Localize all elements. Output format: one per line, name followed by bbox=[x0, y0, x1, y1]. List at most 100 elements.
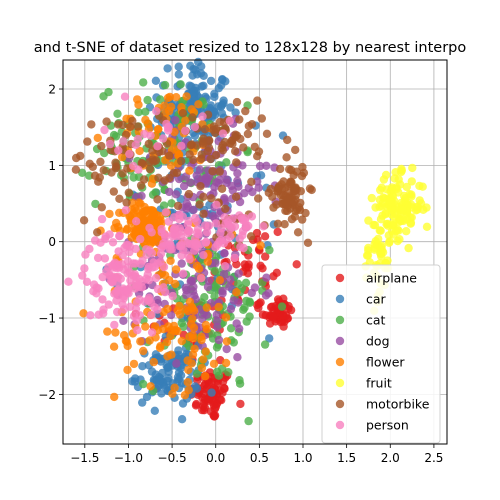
point-flower bbox=[167, 350, 176, 359]
point-motorbike bbox=[281, 197, 291, 206]
point-motorbike bbox=[186, 141, 196, 150]
point-person bbox=[159, 262, 169, 272]
point-fruit bbox=[382, 220, 391, 229]
point-car bbox=[206, 76, 216, 86]
point-flower bbox=[131, 227, 140, 236]
x-tick-label: −0.5 bbox=[158, 451, 187, 465]
point-car bbox=[138, 398, 147, 407]
point-person bbox=[144, 275, 154, 285]
point-dog bbox=[211, 258, 220, 268]
point-person bbox=[227, 223, 236, 232]
point-airplane bbox=[236, 399, 245, 409]
point-person bbox=[129, 311, 139, 321]
point-motorbike bbox=[72, 153, 81, 163]
point-motorbike bbox=[285, 165, 294, 174]
point-motorbike bbox=[144, 139, 153, 149]
point-person bbox=[125, 149, 134, 159]
y-tick-label: −1 bbox=[38, 312, 56, 326]
legend-label-fruit: fruit bbox=[366, 376, 392, 391]
point-flower bbox=[189, 306, 199, 315]
point-airplane bbox=[261, 252, 270, 261]
point-flower bbox=[122, 337, 131, 346]
point-cat bbox=[176, 80, 185, 89]
point-fruit bbox=[398, 205, 407, 214]
point-person bbox=[114, 247, 123, 256]
point-motorbike bbox=[283, 206, 292, 216]
point-dog bbox=[119, 316, 128, 325]
point-car bbox=[189, 64, 198, 74]
point-motorbike bbox=[97, 203, 107, 212]
point-person bbox=[194, 230, 203, 239]
point-fruit bbox=[379, 175, 389, 184]
point-cat bbox=[85, 171, 94, 180]
point-cat bbox=[222, 158, 231, 167]
point-flower bbox=[166, 161, 176, 170]
point-car bbox=[174, 375, 183, 384]
point-fruit bbox=[397, 164, 406, 174]
point-car bbox=[216, 102, 226, 111]
point-airplane bbox=[276, 317, 285, 327]
point-motorbike bbox=[215, 167, 224, 176]
point-motorbike bbox=[253, 152, 262, 161]
x-tick-label: 0.5 bbox=[250, 451, 269, 465]
point-motorbike bbox=[102, 117, 111, 126]
point-motorbike bbox=[71, 165, 81, 174]
point-cat bbox=[210, 292, 219, 301]
point-dog bbox=[255, 161, 265, 171]
point-cat bbox=[226, 324, 236, 333]
point-person bbox=[104, 300, 114, 309]
point-flower bbox=[182, 92, 191, 101]
point-cat bbox=[244, 416, 253, 426]
point-fruit bbox=[407, 190, 416, 199]
point-airplane bbox=[266, 311, 275, 320]
point-person bbox=[177, 141, 186, 151]
point-fruit bbox=[395, 235, 404, 244]
x-tick-label: −1.5 bbox=[70, 451, 99, 465]
point-dog bbox=[186, 276, 196, 285]
point-person bbox=[113, 307, 122, 317]
point-motorbike bbox=[209, 122, 218, 131]
point-cat bbox=[235, 376, 244, 385]
point-person bbox=[125, 247, 134, 257]
point-person bbox=[168, 291, 177, 301]
point-dog bbox=[264, 289, 273, 298]
point-cat bbox=[143, 95, 152, 105]
legend-marker-fruit bbox=[335, 378, 345, 388]
point-airplane bbox=[286, 305, 296, 315]
point-person bbox=[82, 277, 92, 286]
point-motorbike bbox=[247, 177, 256, 186]
point-car bbox=[194, 57, 203, 67]
point-flower bbox=[185, 297, 195, 306]
point-motorbike bbox=[241, 106, 250, 116]
point-person bbox=[247, 212, 257, 221]
point-fruit bbox=[377, 202, 387, 211]
point-person bbox=[150, 262, 159, 271]
point-motorbike bbox=[247, 120, 257, 129]
point-flower bbox=[183, 378, 192, 387]
point-person bbox=[211, 219, 221, 228]
point-cat bbox=[212, 343, 222, 352]
point-dog bbox=[262, 161, 271, 170]
point-motorbike bbox=[217, 184, 227, 193]
point-airplane bbox=[265, 319, 275, 328]
point-airplane bbox=[292, 260, 301, 269]
legend-label-motorbike: motorbike bbox=[366, 397, 430, 412]
point-person bbox=[204, 221, 214, 230]
point-motorbike bbox=[262, 129, 272, 138]
point-motorbike bbox=[151, 156, 161, 165]
point-dog bbox=[234, 269, 243, 278]
point-flower bbox=[177, 336, 186, 346]
point-car bbox=[177, 415, 187, 424]
point-car bbox=[131, 374, 140, 383]
point-motorbike bbox=[239, 143, 248, 152]
point-person bbox=[80, 264, 89, 273]
point-motorbike bbox=[266, 184, 275, 194]
point-flower bbox=[146, 382, 155, 391]
point-person bbox=[132, 217, 141, 226]
point-dog bbox=[227, 181, 236, 191]
point-motorbike bbox=[153, 195, 162, 204]
point-flower bbox=[256, 241, 265, 250]
point-fruit bbox=[369, 220, 378, 230]
point-fruit bbox=[376, 185, 385, 195]
point-person bbox=[239, 243, 248, 253]
